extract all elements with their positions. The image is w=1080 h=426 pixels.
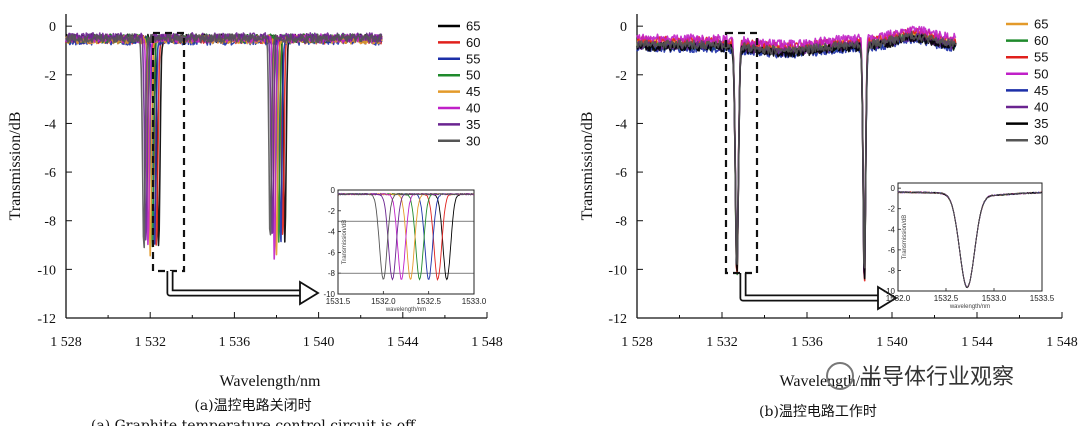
inset-x-tick-label: 1533.0 — [462, 297, 487, 306]
series-line-30 — [636, 30, 957, 269]
y-tick-label: -6 — [44, 166, 56, 181]
y-tick-label: -8 — [44, 215, 56, 230]
y-tick-label: -8 — [615, 215, 627, 230]
x-tick-label: 1 544 — [961, 335, 993, 350]
y-tick-label: -6 — [615, 166, 627, 181]
x-tick-label: 1 536 — [219, 335, 251, 350]
y-tick-label: 0 — [620, 20, 627, 35]
subcaption-a: (a) Graphite temperature control circuit… — [91, 418, 416, 426]
y-tick-label: -12 — [608, 312, 627, 327]
legend-label: 60 — [466, 35, 480, 50]
inset-y-tick-label: -8 — [888, 266, 896, 275]
y-tick-label: -2 — [44, 69, 56, 84]
inset-y-tick-label: -2 — [328, 207, 336, 216]
zoom-region-box — [724, 31, 759, 275]
y-tick-label: -10 — [608, 263, 627, 278]
x-tick-label: 1 528 — [621, 335, 653, 350]
series-line-40 — [65, 33, 383, 260]
watermark: 半导体行业观察 — [826, 362, 1014, 390]
inset-y-title: Transmission/dB — [342, 220, 348, 264]
zoom-arrow-outline — [166, 271, 300, 297]
inset-series-line-30 — [897, 191, 1043, 289]
legend-label: 55 — [1034, 50, 1048, 65]
y-axis-title: Transmission/dB — [7, 112, 24, 221]
legend-label: 45 — [1034, 83, 1048, 98]
inset-y-tick-label: -4 — [328, 228, 336, 237]
y-axis-title: Transmission/dB — [579, 112, 596, 221]
x-tick-label: 1 548 — [1046, 335, 1078, 350]
inset-x-tick-label: 1532.5 — [416, 297, 441, 306]
series-line-30 — [65, 33, 383, 249]
zoom-arrow-head — [877, 285, 898, 311]
y-tick-label: -4 — [44, 117, 56, 132]
inset-y-tick-label: -6 — [888, 246, 896, 255]
x-tick-label: 1 532 — [134, 335, 166, 350]
x-tick-label: 1 536 — [791, 335, 823, 350]
legend-label: 55 — [466, 51, 480, 66]
inset-x-tick-label: 1532.5 — [934, 294, 959, 303]
watermark-text: 半导体行业观察 — [860, 365, 1014, 390]
x-tick-label: 1 548 — [471, 335, 503, 350]
chart-panel-a: 1 528 1 532 1 536 1 540 1 544 1 548 0 -2 -4 -6 -8 -… — [7, 14, 503, 390]
inset-x-tick-label: 1533.5 — [1030, 294, 1055, 303]
series-line-45 — [65, 34, 383, 257]
chart-panel-b: 1 528 1 532 1 536 1 540 1 544 1 548 0 -2 -4 -6 -8 -… — [579, 14, 1078, 390]
legend-label: 60 — [1034, 33, 1048, 48]
zoom-arrow-fill — [741, 273, 878, 300]
inset-x-title: wavelength/nm — [385, 307, 426, 313]
inset-y-tick-label: 0 — [891, 184, 896, 193]
inset-series-line-30 — [337, 192, 475, 280]
legend-label: 35 — [1034, 116, 1048, 131]
inset-y-title: Transmission/dB — [902, 215, 908, 259]
inset-y-tick-label: -4 — [888, 225, 896, 234]
x-axis-title: Wavelength/nm — [220, 373, 321, 390]
inset-frame — [897, 182, 1043, 292]
inset-y-tick-label: -10 — [323, 290, 335, 299]
zoom-region-box — [151, 31, 186, 273]
legend-label: 50 — [1034, 66, 1048, 81]
x-tick-label: 1 544 — [387, 335, 419, 350]
inset-x-title: wavelength/nm — [949, 304, 990, 310]
caption-b: (b)温控电路工作时 — [759, 404, 877, 420]
caption-a: (a)温控电路关闭时 — [194, 398, 311, 414]
inset-y-tick-label: -8 — [328, 269, 336, 278]
y-tick-label: -12 — [37, 312, 56, 327]
legend-label: 35 — [466, 117, 480, 132]
inset-x-tick-label: 1532.0 — [886, 294, 911, 303]
y-tick-label: -4 — [615, 117, 627, 132]
zoom-arrow-head — [299, 280, 320, 306]
legend-label: 40 — [466, 101, 480, 116]
zoom-arrow-outline — [739, 273, 878, 302]
zoom-arrow-fill — [168, 271, 300, 295]
x-tick-label: 1 540 — [876, 335, 908, 350]
legend-label: 50 — [466, 68, 480, 83]
inset-y-tick-label: -6 — [328, 248, 336, 257]
x-tick-label: 1 532 — [706, 335, 738, 350]
legend-label: 30 — [1034, 133, 1048, 148]
inset-chart: 1532.0 1532.5 1533.0 1533.5 0 -2 -4 -6 -8 -10 Tran… — [883, 182, 1055, 310]
inset-x-tick-label: 1531.5 — [326, 297, 351, 306]
inset-chart: 1531.5 1532.0 1532.5 1533.0 0 -2 -4 -6 -8 -10 Tran… — [323, 186, 486, 313]
y-tick-label: -10 — [37, 263, 56, 278]
legend-label: 30 — [466, 133, 480, 148]
x-axis-title: Wavelength/nm — [780, 373, 881, 390]
y-tick-label: 0 — [49, 20, 56, 35]
legend-label: 65 — [1034, 17, 1048, 32]
legend-label: 65 — [466, 19, 480, 34]
x-tick-label: 1 528 — [50, 335, 82, 350]
inset-y-tick-label: -2 — [888, 205, 896, 214]
series-line-50 — [636, 25, 957, 264]
y-tick-label: -2 — [615, 69, 627, 84]
inset-x-tick-label: 1533.0 — [982, 294, 1007, 303]
legend-label: 40 — [1034, 100, 1048, 115]
inset-y-tick-label: 0 — [331, 186, 336, 195]
inset-x-tick-label: 1532.0 — [371, 297, 396, 306]
watermark-logo-icon — [826, 362, 854, 390]
x-tick-label: 1 540 — [303, 335, 335, 350]
legend-label: 45 — [466, 84, 480, 99]
inset-y-tick-label: -10 — [883, 287, 895, 296]
